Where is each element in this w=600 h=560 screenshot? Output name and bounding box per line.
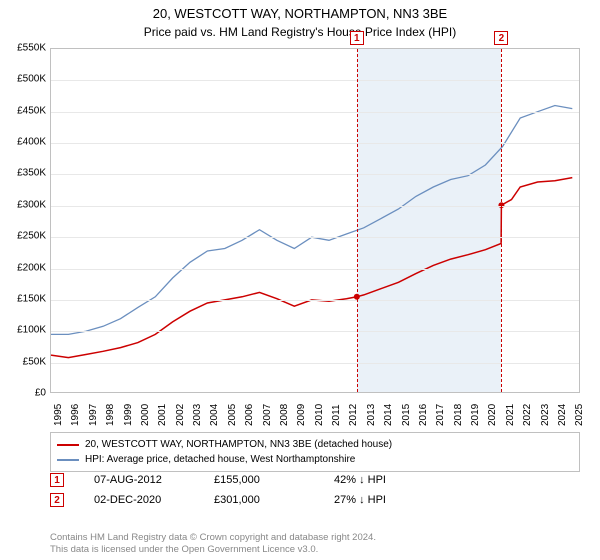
footer-attribution: Contains HM Land Registry data © Crown c… bbox=[50, 532, 580, 556]
gridline bbox=[51, 363, 579, 364]
gridline bbox=[51, 80, 579, 81]
legend-swatch bbox=[57, 459, 79, 461]
y-axis-label: £50K bbox=[4, 356, 46, 367]
y-axis-label: £300K bbox=[4, 199, 46, 210]
legend-item-property: 20, WESTCOTT WAY, NORTHAMPTON, NN3 3BE (… bbox=[57, 437, 573, 452]
x-axis-label: 2024 bbox=[557, 404, 568, 426]
gridline bbox=[51, 237, 579, 238]
chart-title: 20, WESTCOTT WAY, NORTHAMPTON, NN3 3BE bbox=[0, 0, 600, 23]
sale-marker-icon: 1 bbox=[50, 473, 64, 487]
gridline bbox=[51, 174, 579, 175]
x-axis-label: 1996 bbox=[70, 404, 81, 426]
sale-row: 1 07-AUG-2012 £155,000 42% ↓ HPI bbox=[50, 473, 590, 487]
x-axis-label: 2013 bbox=[366, 404, 377, 426]
gridline bbox=[51, 206, 579, 207]
legend-label: HPI: Average price, detached house, West… bbox=[85, 452, 355, 467]
x-axis-label: 2000 bbox=[140, 404, 151, 426]
y-axis-label: £350K bbox=[4, 168, 46, 179]
y-axis-label: £500K bbox=[4, 74, 46, 85]
x-axis-label: 2001 bbox=[157, 404, 168, 426]
legend-item-hpi: HPI: Average price, detached house, West… bbox=[57, 452, 573, 467]
marker-line bbox=[501, 49, 502, 392]
sales-table: 1 07-AUG-2012 £155,000 42% ↓ HPI 2 02-DE… bbox=[50, 473, 590, 513]
marker-box-icon: 1 bbox=[350, 31, 364, 45]
sale-row: 2 02-DEC-2020 £301,000 27% ↓ HPI bbox=[50, 493, 590, 507]
y-axis-label: £0 bbox=[4, 388, 46, 399]
x-axis-label: 1998 bbox=[105, 404, 116, 426]
footer-line: This data is licensed under the Open Gov… bbox=[50, 544, 580, 556]
plot-region: 12 bbox=[50, 48, 580, 393]
y-axis-label: £250K bbox=[4, 231, 46, 242]
gridline bbox=[51, 331, 579, 332]
gridline bbox=[51, 300, 579, 301]
x-axis-label: 2002 bbox=[175, 404, 186, 426]
sale-date: 07-AUG-2012 bbox=[94, 474, 184, 486]
x-axis-label: 2012 bbox=[348, 404, 359, 426]
x-axis-label: 2018 bbox=[453, 404, 464, 426]
footer-line: Contains HM Land Registry data © Crown c… bbox=[50, 532, 580, 544]
y-axis-label: £100K bbox=[4, 325, 46, 336]
chart-subtitle: Price paid vs. HM Land Registry's House … bbox=[0, 23, 600, 39]
x-axis-label: 2021 bbox=[505, 404, 516, 426]
x-axis-label: 2020 bbox=[487, 404, 498, 426]
marker-box-icon: 2 bbox=[494, 31, 508, 45]
x-axis-label: 2003 bbox=[192, 404, 203, 426]
chart-container: 20, WESTCOTT WAY, NORTHAMPTON, NN3 3BE P… bbox=[0, 0, 600, 560]
gridline bbox=[51, 112, 579, 113]
x-axis-label: 2022 bbox=[522, 404, 533, 426]
x-axis-label: 1995 bbox=[53, 404, 64, 426]
legend-label: 20, WESTCOTT WAY, NORTHAMPTON, NN3 3BE (… bbox=[85, 437, 392, 452]
x-axis-label: 2009 bbox=[296, 404, 307, 426]
y-axis-label: £150K bbox=[4, 293, 46, 304]
x-axis-label: 2011 bbox=[331, 404, 342, 426]
sale-delta: 42% ↓ HPI bbox=[334, 474, 424, 486]
x-axis-label: 2014 bbox=[383, 404, 394, 426]
y-axis-label: £400K bbox=[4, 137, 46, 148]
x-axis-label: 2019 bbox=[470, 404, 481, 426]
marker-line bbox=[357, 49, 358, 392]
legend-swatch bbox=[57, 444, 79, 446]
x-axis-label: 1999 bbox=[123, 404, 134, 426]
sale-date: 02-DEC-2020 bbox=[94, 494, 184, 506]
x-axis-label: 2017 bbox=[435, 404, 446, 426]
gridline bbox=[51, 269, 579, 270]
x-axis-label: 2004 bbox=[209, 404, 220, 426]
y-axis-label: £550K bbox=[4, 43, 46, 54]
y-axis-label: £450K bbox=[4, 105, 46, 116]
x-axis-label: 2023 bbox=[540, 404, 551, 426]
legend: 20, WESTCOTT WAY, NORTHAMPTON, NN3 3BE (… bbox=[50, 432, 580, 472]
gridline bbox=[51, 143, 579, 144]
x-axis-label: 2010 bbox=[314, 404, 325, 426]
x-axis-label: 2016 bbox=[418, 404, 429, 426]
x-axis-label: 2005 bbox=[227, 404, 238, 426]
x-axis-label: 2007 bbox=[262, 404, 273, 426]
chart-area: 12 £0£50K£100K£150K£200K£250K£300K£350K£… bbox=[50, 48, 580, 393]
y-axis-label: £200K bbox=[4, 262, 46, 273]
sale-price: £301,000 bbox=[214, 494, 304, 506]
x-axis-label: 2025 bbox=[574, 404, 585, 426]
sale-price: £155,000 bbox=[214, 474, 304, 486]
sale-marker-icon: 2 bbox=[50, 493, 64, 507]
x-axis-label: 1997 bbox=[88, 404, 99, 426]
x-axis-label: 2006 bbox=[244, 404, 255, 426]
x-axis-label: 2015 bbox=[401, 404, 412, 426]
x-axis-label: 2008 bbox=[279, 404, 290, 426]
sale-delta: 27% ↓ HPI bbox=[334, 494, 424, 506]
